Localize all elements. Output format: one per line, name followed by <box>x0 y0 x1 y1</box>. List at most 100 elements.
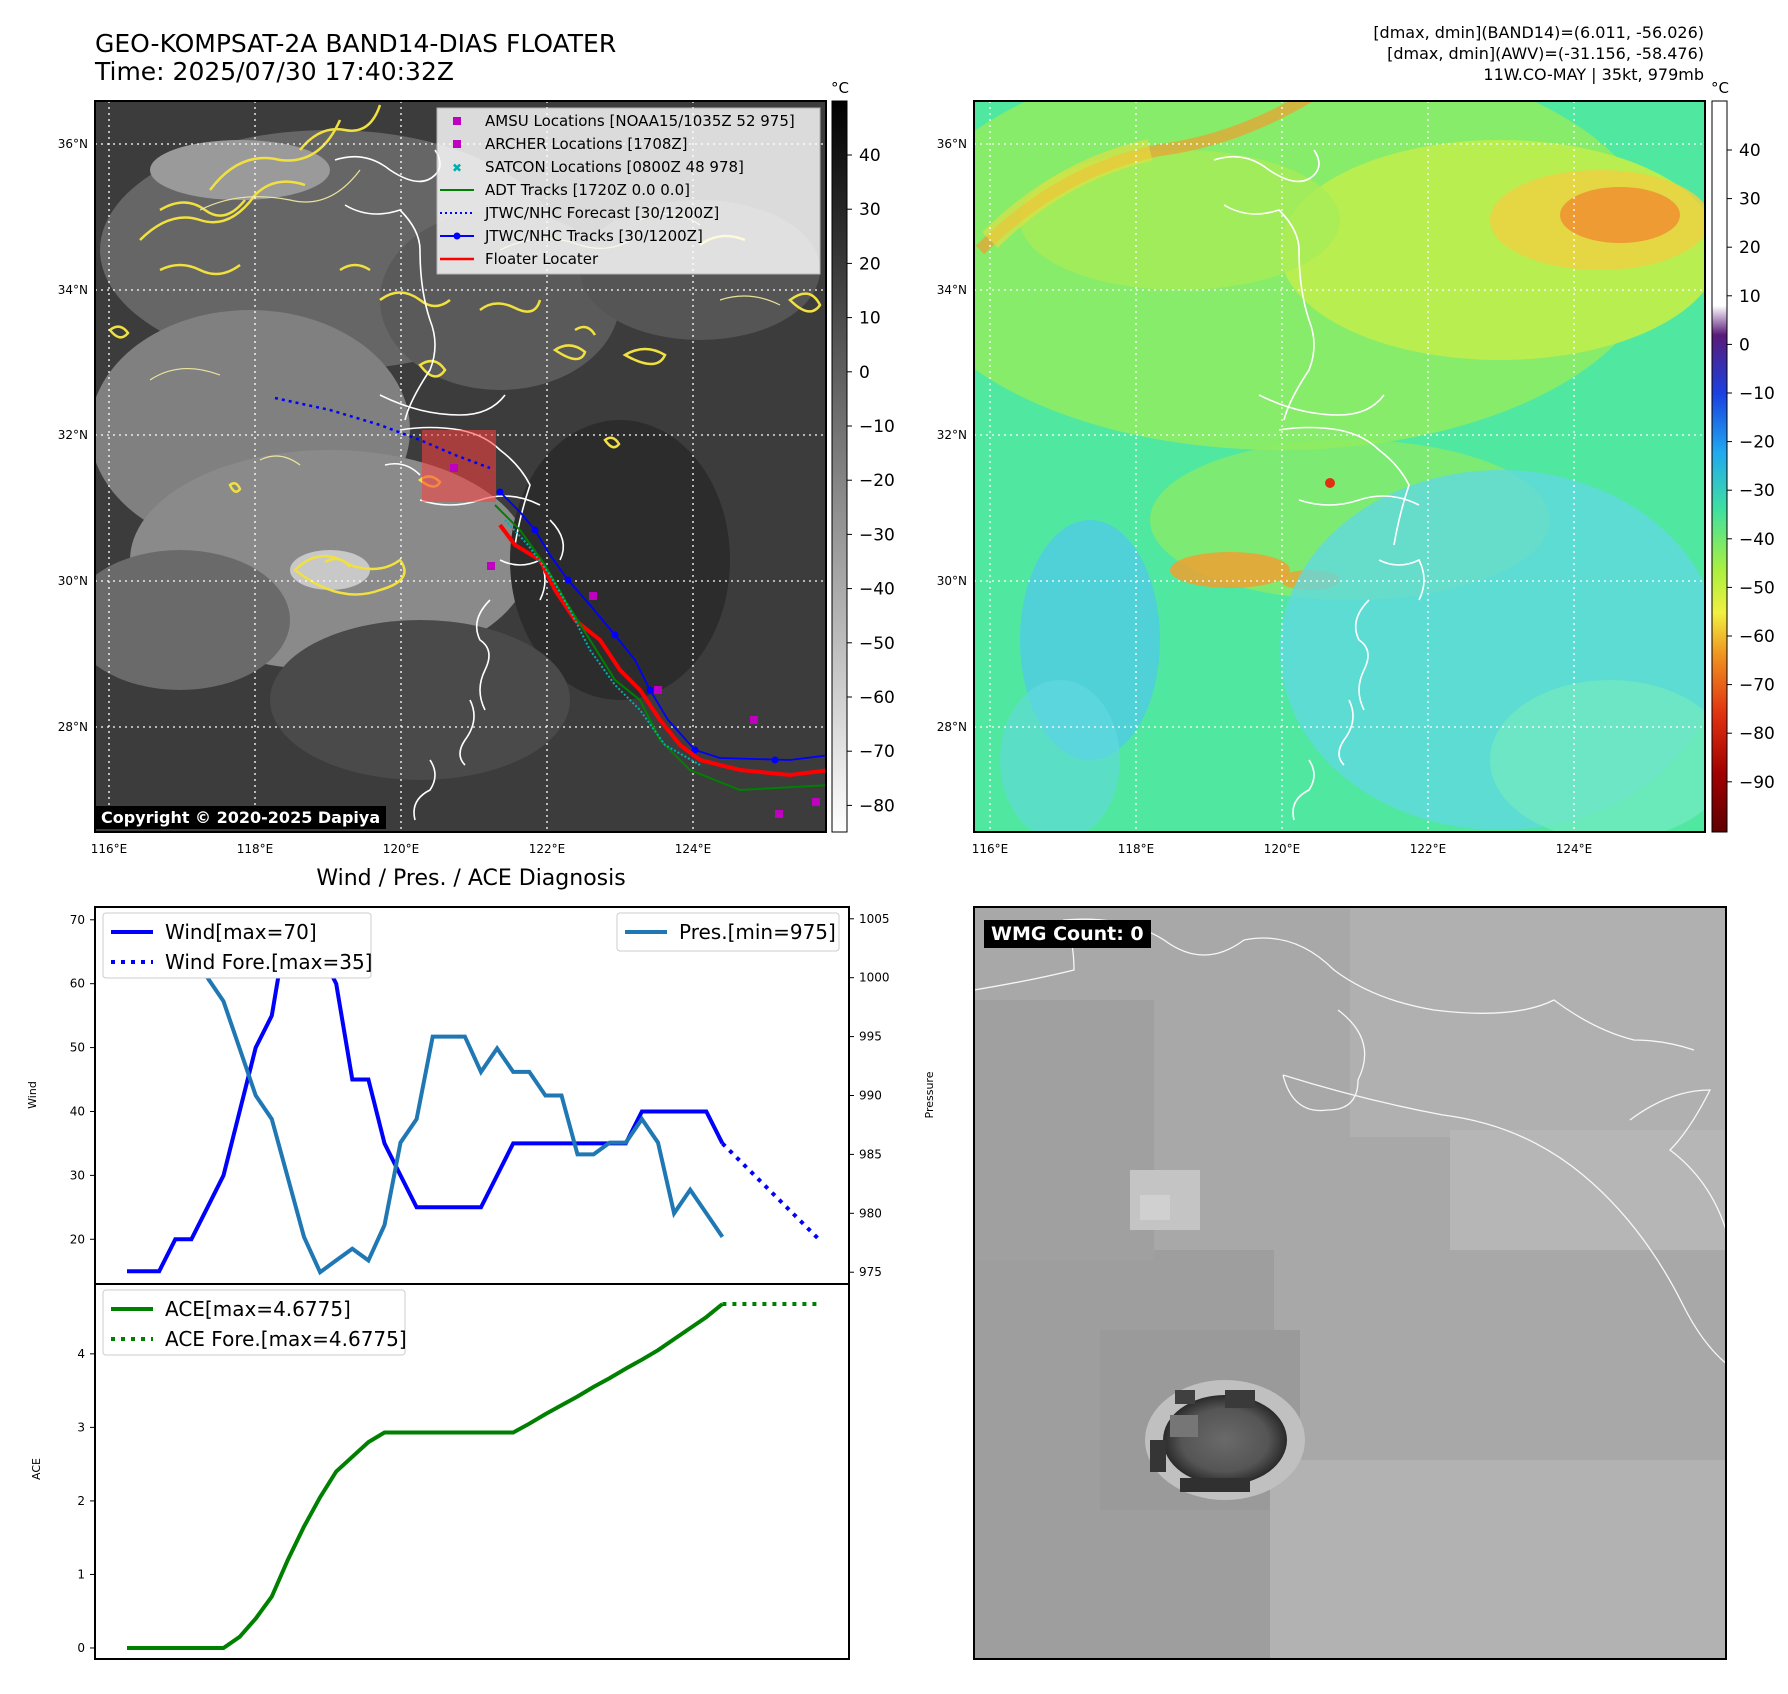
legend-archer: ARCHER Locations [1708Z] <box>485 135 688 153</box>
ir-lon-tick: 120°E <box>383 842 420 856</box>
ir-lon-tick: 124°E <box>675 842 712 856</box>
wind-tick: 50 <box>70 1041 85 1055</box>
wv-colorbar-tick: −80 <box>1739 724 1775 744</box>
pressure-tick: 975 <box>859 1265 882 1279</box>
wv-colorbar-tick: −60 <box>1739 627 1775 647</box>
band14-range: [dmax, dmin](BAND14)=(6.011, -56.026) <box>1373 23 1704 42</box>
wmg-warm-spot <box>1163 1395 1287 1485</box>
ir-lat-tick: 28°N <box>58 720 88 734</box>
ace-tick: 0 <box>77 1641 85 1655</box>
wv-gridlines <box>974 101 1705 832</box>
pressure-tick: 985 <box>859 1147 882 1161</box>
legend-adt: ADT Tracks [1720Z 0.0 0.0] <box>485 181 690 199</box>
pressure-tick: 980 <box>859 1206 882 1220</box>
wv-colorbar-tick: 40 <box>1739 141 1761 161</box>
ir-colorbar: °C 40 30 20 10 0 −10 −20 −30 −40 −50 −60 −70 −80 <box>831 79 895 833</box>
wv-colorbar: °C 40 30 20 10 0 −10 −20 −30 −40 −50 −60 −70 −80 −90 <box>1711 79 1775 833</box>
wv-lat-tick: 28°N <box>937 720 967 734</box>
legend-satcon: SATCON Locations [0800Z 48 978] <box>485 158 744 176</box>
wind-forecast-line <box>720 1141 821 1241</box>
ir-lat-tick: 30°N <box>58 574 88 588</box>
pressure-tick: 995 <box>859 1030 882 1044</box>
ace-tick: 2 <box>77 1494 85 1508</box>
ir-lat-tick: 32°N <box>58 428 88 442</box>
wind-tick: 60 <box>70 977 85 991</box>
pressure-tick: 1005 <box>859 912 890 926</box>
ir-lon-tick: 118°E <box>237 842 274 856</box>
legend-floater: Floater Locater <box>485 250 599 268</box>
map-tick-labels: 116°E 116°E 118°E 118°E 120°E 120°E 122°E 122°E… <box>58 137 1593 856</box>
best-track <box>499 491 826 761</box>
ir-colorbar-tick: −80 <box>859 796 895 816</box>
wv-lon-tick: 118°E <box>1118 842 1155 856</box>
wmg-panel <box>973 906 1727 1660</box>
wv-colorbar-tick: −20 <box>1739 433 1775 453</box>
awv-range: [dmax, dmin](AWV)=(-31.156, -58.476) <box>1387 44 1704 63</box>
wv-colorbar-tick: 0 <box>1739 335 1750 355</box>
ir-legend: ✖ AMSU Locations [NOAA15/1035Z 52 975] A… <box>436 107 821 275</box>
copyright-badge: Copyright © 2020-2025 Dapiya <box>95 806 387 829</box>
ir-colorbar-unit: °C <box>831 79 849 97</box>
wv-lon-tick: 124°E <box>1556 842 1593 856</box>
wv-satellite-panel: °C 40 30 20 10 0 −10 −20 −30 −40 −50 −60 −70 −80 −90 <box>973 79 1775 833</box>
adt-track <box>494 504 826 792</box>
legend-wind: Wind[max=70] <box>165 920 317 944</box>
chart-title: Wind / Pres. / ACE Diagnosis <box>316 866 625 891</box>
wv-imagery <box>974 101 1705 832</box>
floater-locater-box <box>422 430 496 502</box>
satcon-track <box>504 519 701 766</box>
wv-lat-tick: 34°N <box>937 283 967 297</box>
wv-lat-tick: 36°N <box>937 137 967 151</box>
figure-title: GEO-KOMPSAT-2A BAND14-DIAS FLOATER <box>95 29 616 58</box>
wv-lat-tick: 32°N <box>937 428 967 442</box>
ir-colorbar-tick: 40 <box>859 146 881 166</box>
wind-axis-label: Wind <box>26 1081 39 1109</box>
ir-colorbar-tick: −50 <box>859 634 895 654</box>
wind-tick: 40 <box>70 1104 85 1118</box>
ace-tick: 4 <box>77 1347 85 1361</box>
wv-colorbar-tick: 10 <box>1739 287 1761 307</box>
wv-colorbar-unit: °C <box>1711 79 1729 97</box>
wmg-count-badge: WMG Count: 0 <box>984 920 1151 948</box>
storm-info: 11W.CO-MAY | 35kt, 979mb <box>1483 65 1704 84</box>
wind-tick: 20 <box>70 1232 85 1246</box>
pressure-tick: 1000 <box>859 971 890 985</box>
wv-colorbar-tick: −90 <box>1739 773 1775 793</box>
wv-lat-tick: 30°N <box>937 574 967 588</box>
legend-pressure: Pres.[min=975] <box>679 920 836 944</box>
ir-lon-tick: 122°E <box>529 842 566 856</box>
ir-colorbar-tick: −60 <box>859 688 895 708</box>
wv-colorbar-tick: −40 <box>1739 530 1775 550</box>
wv-colorbar-tick: −70 <box>1739 676 1775 696</box>
legend-ace: ACE[max=4.6775] <box>165 1297 351 1321</box>
ir-colorbar-tick: −20 <box>859 471 895 491</box>
wv-colorbar-tick: 30 <box>1739 190 1761 210</box>
ir-colorbar-tick: −70 <box>859 742 895 762</box>
wv-colorbar-tick: 20 <box>1739 238 1761 258</box>
svg-text:✖: ✖ <box>452 161 462 175</box>
pressure-tick: 990 <box>859 1089 882 1103</box>
ace-axis-label: ACE <box>30 1458 43 1480</box>
wind-tick: 30 <box>70 1168 85 1182</box>
legend-forecast: JTWC/NHC Forecast [30/1200Z] <box>484 204 719 222</box>
ir-colorbar-tick: 20 <box>859 254 881 274</box>
wv-lon-tick: 116°E <box>972 842 1009 856</box>
ir-satellite-panel: ✖ AMSU Locations [NOAA15/1035Z 52 975] A… <box>94 79 895 833</box>
legend-amsu: AMSU Locations [NOAA15/1035Z 52 975] <box>485 112 795 130</box>
ir-lat-tick: 34°N <box>58 283 88 297</box>
legend-wind-forecast: Wind Fore.[max=35] <box>165 950 372 974</box>
ir-colorbar-tick: 10 <box>859 309 881 329</box>
figure-time: Time: 2025/07/30 17:40:32Z <box>94 57 454 86</box>
ir-colorbar-tick: 0 <box>859 363 870 383</box>
ace-tick: 3 <box>77 1420 85 1434</box>
ir-lat-tick: 36°N <box>58 137 88 151</box>
wv-colorbar-tick: −10 <box>1739 384 1775 404</box>
ir-colorbar-tick: −40 <box>859 580 895 600</box>
pressure-axis-label: Pressure <box>923 1071 936 1118</box>
pressure-series-line <box>127 916 725 1276</box>
legend-ace-forecast: ACE Fore.[max=4.6775] <box>165 1327 407 1351</box>
wind-tick: 70 <box>70 913 85 927</box>
ir-colorbar-tick: −10 <box>859 417 895 437</box>
